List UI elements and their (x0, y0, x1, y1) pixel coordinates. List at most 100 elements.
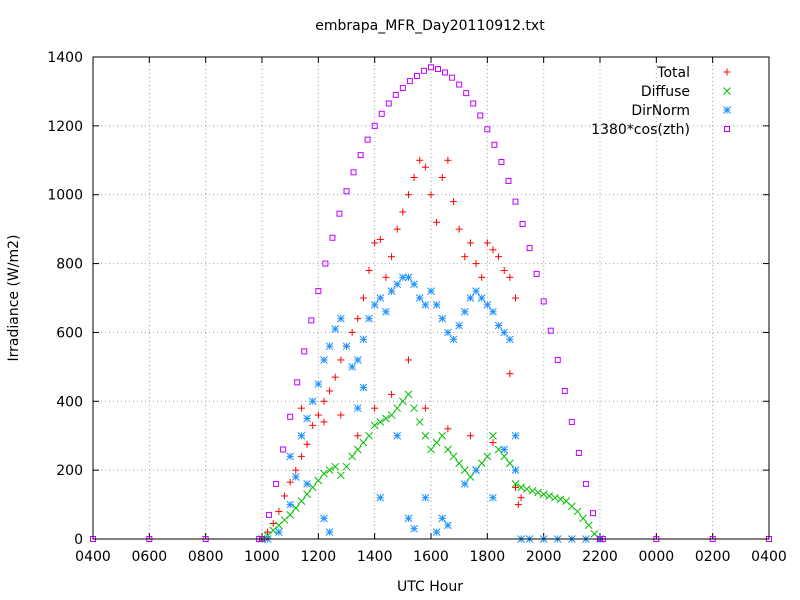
data-point (404, 514, 413, 523)
data-point (320, 356, 328, 364)
data-point (326, 387, 334, 395)
data-point (500, 266, 508, 274)
x-tick-label: 1800 (470, 549, 506, 565)
data-point (438, 431, 447, 440)
data-point (463, 90, 470, 97)
data-point (291, 473, 300, 481)
data-point (337, 314, 345, 323)
data-point (589, 510, 596, 517)
x-tick-label: 1000 (244, 549, 280, 565)
data-point (393, 225, 401, 233)
data-point (387, 411, 396, 419)
data-point (477, 112, 484, 119)
data-point (551, 493, 559, 502)
data-point (410, 174, 418, 181)
data-point (540, 298, 547, 305)
data-point (297, 431, 306, 440)
data-point (320, 469, 328, 478)
data-point (573, 507, 582, 516)
data-point (444, 521, 452, 530)
data-point (376, 418, 385, 426)
data-point (461, 253, 469, 261)
data-point (470, 100, 477, 107)
x-tick-label: 0400 (75, 549, 111, 565)
data-point (466, 473, 475, 481)
data-point (292, 466, 300, 474)
data-point (519, 220, 526, 227)
data-point (500, 452, 509, 461)
data-point (273, 480, 280, 487)
data-point (514, 501, 522, 509)
plot-series (90, 64, 772, 543)
data-point (491, 141, 498, 148)
data-point (314, 411, 322, 419)
data-point (264, 528, 272, 536)
data-point (370, 421, 379, 430)
data-point (432, 438, 441, 447)
data-point (455, 321, 464, 330)
data-point (393, 404, 402, 413)
data-point (404, 390, 413, 399)
data-point (478, 273, 486, 281)
y-tick-label: 800 (56, 257, 83, 273)
data-point (489, 431, 497, 440)
data-point (325, 528, 334, 536)
data-point (371, 239, 379, 247)
data-point (410, 404, 418, 413)
data-point (359, 438, 368, 447)
data-point (489, 246, 497, 254)
data-point (435, 66, 442, 73)
data-point (353, 356, 362, 364)
data-point (297, 497, 306, 505)
grid-lines (93, 57, 769, 539)
data-point (472, 287, 480, 295)
data-point (410, 280, 418, 289)
data-point (427, 287, 435, 295)
data-point (287, 413, 294, 420)
data-point (495, 253, 503, 261)
data-point (483, 301, 492, 309)
data-point (325, 342, 334, 351)
data-point (398, 273, 407, 282)
data-point (392, 91, 399, 98)
series-1-points (258, 390, 604, 543)
legend-label: DirNorm (631, 103, 690, 119)
data-point (393, 280, 402, 289)
plot-frame (92, 56, 770, 540)
data-point (322, 260, 329, 267)
data-point (350, 169, 357, 176)
data-point (382, 273, 390, 281)
data-point (388, 390, 396, 398)
data-point (539, 490, 548, 499)
data-point (483, 239, 491, 247)
data-point (526, 245, 533, 252)
data-point (365, 266, 373, 274)
data-point (416, 156, 424, 164)
axis-ticks: 0400 0600 0800 1000 1200 1400 1600 1800 2000 2200… (47, 50, 786, 565)
data-point (342, 342, 351, 351)
data-point (337, 411, 345, 419)
data-point (460, 480, 469, 488)
data-point (308, 397, 317, 406)
data-point (428, 64, 434, 71)
data-point (511, 431, 520, 440)
data-point (500, 328, 509, 337)
data-point (466, 239, 474, 247)
data-point (534, 488, 542, 497)
data-point (320, 397, 328, 405)
data-point (460, 307, 469, 316)
data-point (269, 520, 277, 528)
data-point (365, 314, 373, 323)
data-point (376, 294, 385, 302)
data-point (442, 69, 449, 76)
data-point (275, 528, 283, 536)
data-point (266, 511, 273, 518)
data-point (512, 294, 519, 302)
data-point (444, 425, 452, 433)
data-point (359, 335, 368, 344)
x-tick-label: 1400 (357, 549, 393, 565)
x-tick-label: 0200 (695, 549, 731, 565)
data-point (477, 294, 486, 302)
data-point (404, 191, 412, 199)
